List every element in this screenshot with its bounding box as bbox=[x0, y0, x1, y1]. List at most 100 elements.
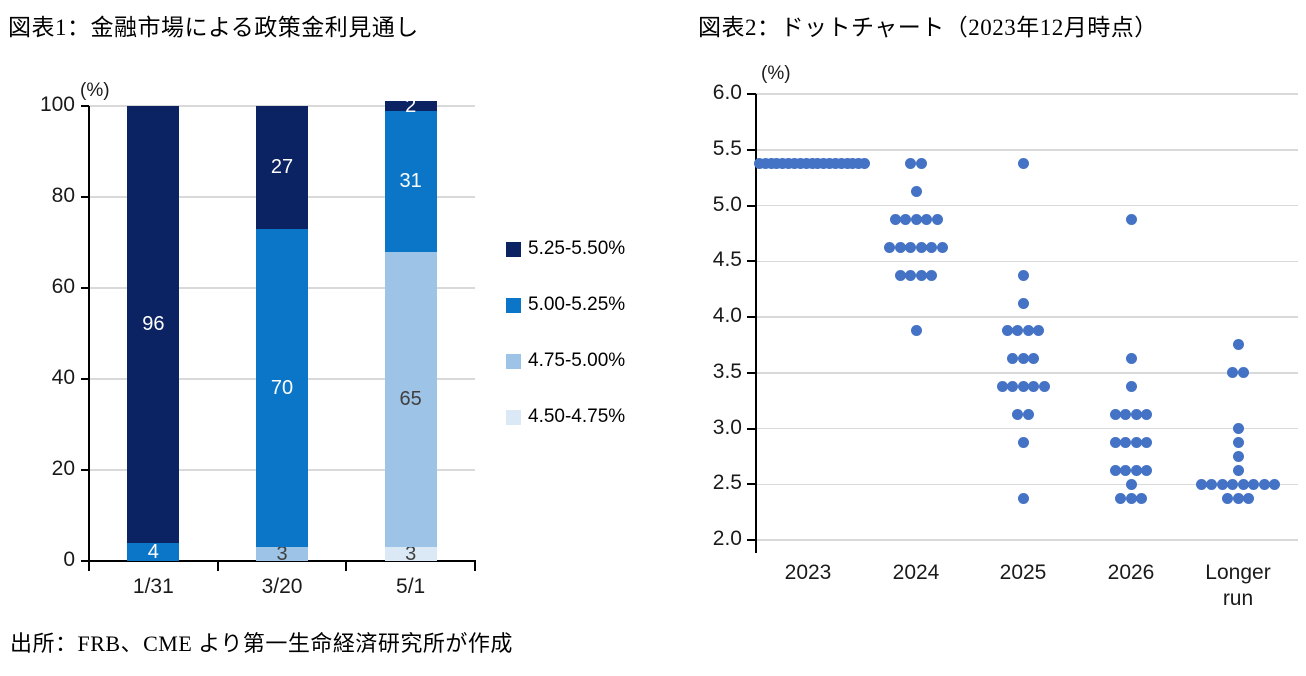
bar-value-label: 31 bbox=[399, 170, 422, 193]
dot bbox=[910, 186, 922, 198]
gridline bbox=[756, 204, 1298, 207]
y-tick-mark bbox=[81, 378, 89, 380]
y-tick-label: 4.0 bbox=[712, 304, 742, 327]
dot bbox=[915, 269, 927, 281]
dot bbox=[1130, 409, 1142, 421]
legend-label: 4.75-5.00% bbox=[528, 350, 626, 371]
dot bbox=[1248, 478, 1260, 490]
dot bbox=[1258, 478, 1270, 490]
y-tick-label: 20 bbox=[51, 457, 75, 480]
y-tick-mark bbox=[747, 148, 756, 151]
dot bbox=[1017, 436, 1029, 448]
y-tick-mark bbox=[747, 483, 756, 486]
dot bbox=[1120, 464, 1132, 476]
dot bbox=[1243, 492, 1254, 504]
bar-value-label: 4 bbox=[147, 540, 159, 563]
dot bbox=[1028, 381, 1039, 393]
dot bbox=[1012, 409, 1024, 421]
gridline bbox=[756, 427, 1298, 430]
y-tick-mark bbox=[747, 427, 756, 430]
dot bbox=[1017, 297, 1029, 309]
dot bbox=[806, 158, 818, 170]
dot bbox=[1017, 492, 1029, 504]
figure1-title: 図表1：金融市場による政策金利見通し bbox=[8, 15, 419, 40]
dot bbox=[1022, 409, 1034, 421]
y-tick-label: 100 bbox=[39, 93, 75, 116]
bar-value-label: 3 bbox=[405, 543, 417, 566]
dot bbox=[1227, 367, 1239, 379]
bar-segment bbox=[384, 547, 437, 561]
y-tick-label: 0 bbox=[63, 548, 75, 571]
y-tick-mark bbox=[747, 204, 756, 207]
x-tick-label: 1/31 bbox=[132, 575, 174, 598]
bar-segment bbox=[384, 251, 437, 548]
y-tick-label: 2.0 bbox=[712, 527, 742, 550]
dot bbox=[800, 158, 812, 170]
dot bbox=[1237, 478, 1249, 490]
y-tick-mark bbox=[747, 260, 756, 263]
dot bbox=[915, 158, 927, 170]
y-axis-line bbox=[755, 94, 757, 553]
dot bbox=[1125, 381, 1137, 393]
dot bbox=[1232, 450, 1244, 462]
dot bbox=[1125, 492, 1137, 504]
dot bbox=[931, 213, 943, 225]
dot bbox=[900, 213, 911, 225]
gridline bbox=[756, 539, 1298, 541]
dot bbox=[1115, 492, 1126, 504]
bar-segment bbox=[256, 547, 308, 561]
bar-segment bbox=[256, 228, 308, 548]
bar-segment bbox=[384, 110, 437, 252]
dot bbox=[771, 158, 783, 170]
y-tick-label: 5.0 bbox=[712, 192, 742, 216]
dot bbox=[926, 269, 938, 281]
bar-segment bbox=[127, 106, 180, 543]
dot bbox=[1222, 492, 1233, 504]
dot bbox=[1130, 436, 1142, 448]
dot bbox=[847, 158, 859, 170]
figure2-unit-label: (%) bbox=[761, 63, 791, 84]
legend-swatch bbox=[506, 353, 521, 369]
dot bbox=[1195, 478, 1207, 490]
x-tick-label: 2024 bbox=[892, 561, 940, 584]
legend-item: 5.25-5.50% bbox=[506, 235, 625, 263]
y-tick-mark bbox=[747, 371, 756, 374]
dot bbox=[1001, 325, 1013, 337]
dot bbox=[1269, 478, 1281, 490]
dot bbox=[835, 158, 847, 170]
y-tick-label: 60 bbox=[51, 275, 75, 298]
y-tick-label: 3.0 bbox=[712, 415, 742, 439]
dot bbox=[996, 381, 1008, 393]
dot bbox=[936, 241, 948, 253]
dot bbox=[1022, 325, 1034, 337]
legend-item: 4.50-4.75% bbox=[506, 403, 625, 431]
x-tick-mark bbox=[345, 562, 348, 571]
dot bbox=[1125, 478, 1137, 490]
gridline bbox=[756, 372, 1298, 374]
legend-swatch bbox=[506, 409, 521, 425]
dot bbox=[765, 158, 777, 170]
legend-item: 4.75-5.00% bbox=[506, 347, 625, 375]
dot bbox=[1109, 464, 1121, 476]
y-tick-mark bbox=[81, 287, 89, 289]
figure2-title: 図表2：ドットチャート（2023年12月時点） bbox=[698, 15, 1158, 40]
dot bbox=[889, 213, 901, 225]
x-tick-label: 2026 bbox=[1107, 561, 1155, 584]
dot bbox=[1206, 478, 1218, 490]
legend-item: 5.00-5.25% bbox=[506, 291, 625, 319]
dot bbox=[853, 158, 865, 170]
dot bbox=[1216, 478, 1228, 490]
dot bbox=[1125, 353, 1137, 365]
y-tick-mark bbox=[81, 105, 89, 107]
y-tick-mark bbox=[81, 469, 89, 471]
x-axis-line bbox=[88, 560, 476, 562]
y-tick-label: 3.5 bbox=[712, 359, 742, 383]
legend-swatch bbox=[506, 241, 521, 257]
dot bbox=[905, 158, 917, 170]
dot bbox=[824, 158, 836, 170]
dot bbox=[905, 269, 917, 281]
y-tick-mark bbox=[747, 93, 756, 95]
y-tick-label: 4.5 bbox=[712, 248, 742, 272]
